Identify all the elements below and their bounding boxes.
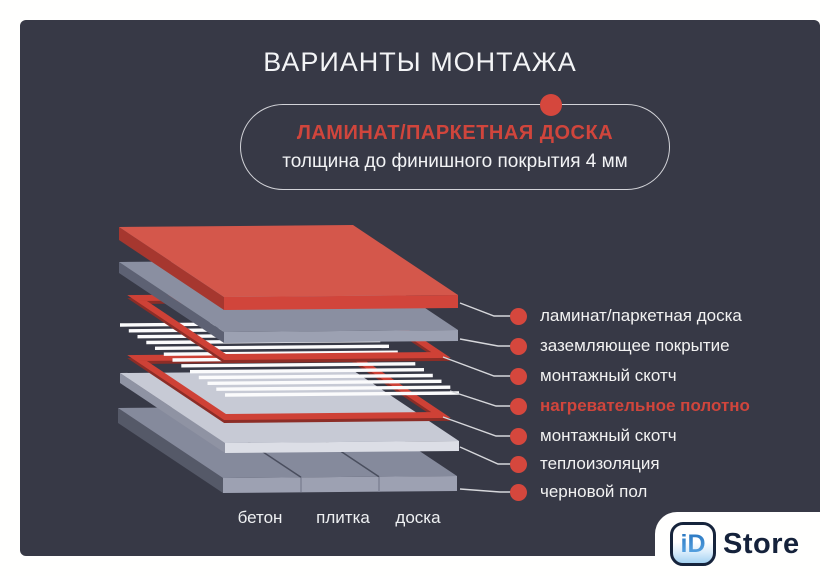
- bullet-dot-icon: [510, 337, 527, 355]
- legend-item-subfloor: черновой пол: [510, 479, 647, 505]
- legend-label: теплоизоляция: [540, 454, 660, 473]
- callout-heading: ЛАМИНАТ/ПАРКЕТНАЯ ДОСКА: [296, 122, 614, 144]
- legend-label: монтажный скотч: [540, 426, 677, 445]
- legend-item-laminate: ламинат/паркетная доска: [510, 303, 742, 329]
- logo-badge-text: iD: [680, 529, 706, 558]
- idstore-badge-icon: iD: [670, 522, 716, 566]
- floor-type-board: доска: [395, 508, 441, 527]
- legend-label: нагревательное полотно: [540, 396, 750, 415]
- legend-item-heating-mat: нагревательное полотно: [510, 393, 750, 419]
- bullet-dot-icon: [510, 397, 527, 415]
- bullet-dot-icon: [510, 455, 527, 473]
- page-title: ВАРИАНТЫ МОНТАЖА: [263, 47, 577, 77]
- legend-item-tape-lower: монтажный скотч: [510, 423, 677, 449]
- floor-type-tile: плитка: [316, 508, 370, 527]
- layer-laminate: [119, 225, 458, 310]
- legend-label: ламинат/паркетная доска: [540, 306, 742, 325]
- legend-item-insulation: теплоизоляция: [510, 451, 660, 477]
- callout-subheading: толщина до финишного покрытия 4 мм: [282, 151, 628, 172]
- bullet-dot-icon: [510, 427, 527, 445]
- legend-label: монтажный скотч: [540, 366, 677, 385]
- layer-stack-diagram: [118, 225, 512, 493]
- legend-label: черновой пол: [540, 482, 648, 501]
- bullet-dot-icon: [510, 367, 527, 385]
- floor-type-concrete: бетон: [237, 508, 283, 527]
- bullet-dot-icon: [510, 483, 527, 501]
- idstore-logo: iD Store: [655, 512, 840, 576]
- infographic-card: ВАРИАНТЫ МОНТАЖА ЛАМИНАТ/ПАРКЕТНАЯ ДОСКА…: [20, 20, 820, 556]
- legend-item-grounding: заземляющее покрытие: [510, 333, 730, 359]
- callout-pill: ЛАМИНАТ/ПАРКЕТНАЯ ДОСКА толщина до финиш…: [240, 94, 670, 190]
- connector-lines: [442, 302, 512, 493]
- legend-label: заземляющее покрытие: [540, 336, 730, 355]
- pill-dot-icon: [540, 94, 562, 116]
- legend-item-tape-upper: монтажный скотч: [510, 363, 677, 389]
- bullet-dot-icon: [510, 307, 527, 325]
- logo-name-text: Store: [723, 527, 800, 560]
